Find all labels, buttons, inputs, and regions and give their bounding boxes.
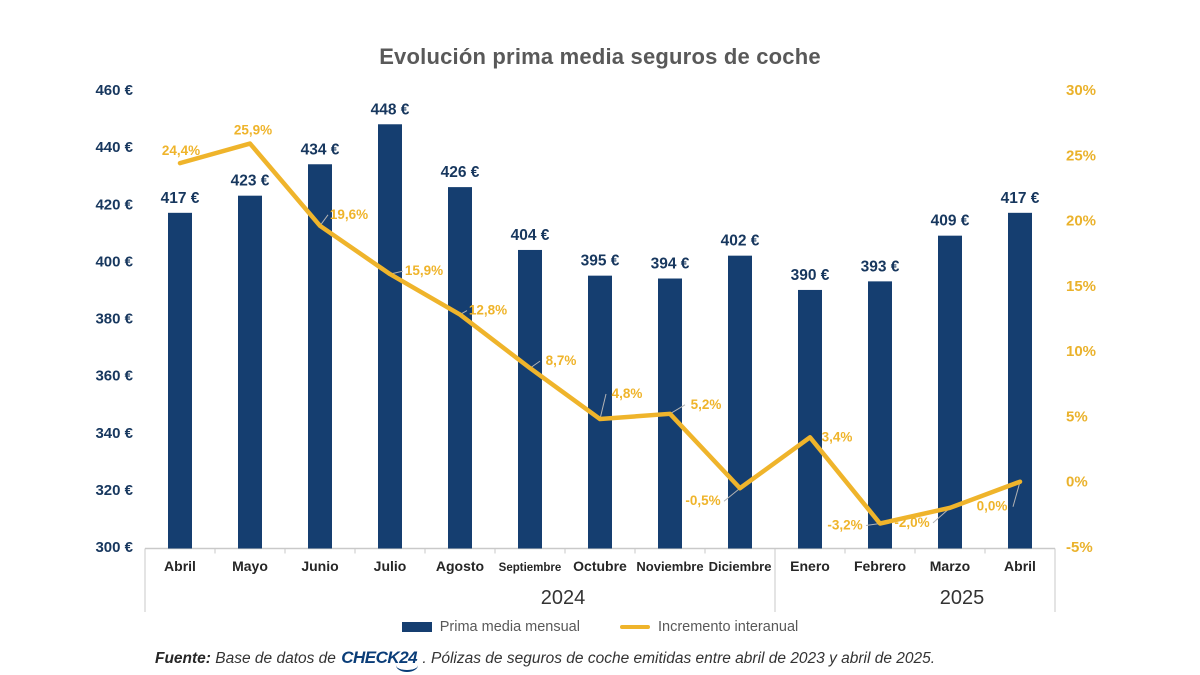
- left-axis-tick: 420 €: [95, 196, 133, 213]
- month-label: Mayo: [232, 558, 268, 574]
- left-axis-tick: 400 €: [95, 253, 133, 270]
- chart-plot-area: 460 € 440 € 420 € 400 € 380 € 360 € 340 € 320 €…: [95, 82, 1096, 612]
- bar-value-label: 423 €: [231, 173, 270, 190]
- bar-series-label: Prima media mensual: [439, 619, 580, 635]
- bar-value-label: 417 €: [161, 190, 200, 207]
- bar-value-label: 426 €: [441, 164, 480, 181]
- line-series-swatch: [619, 625, 650, 629]
- bar-value-label: 395 €: [581, 253, 620, 270]
- right-axis-tick: 30%: [1066, 82, 1096, 99]
- left-axis-tick: 320 €: [95, 482, 133, 499]
- bar-value-label: 417 €: [1001, 190, 1040, 207]
- left-axis-tick: 340 €: [95, 425, 133, 442]
- premium-bar: [378, 124, 402, 549]
- right-axis-tick: 20%: [1066, 213, 1096, 230]
- left-axis-tick: 380 €: [95, 311, 133, 328]
- premium-bar: [518, 249, 542, 549]
- month-label: Septiembre: [499, 562, 562, 574]
- line-value-label: 3,4%: [822, 429, 853, 444]
- legend-item-bar-series: Prima media mensual: [401, 619, 580, 635]
- line-value-label: 25,9%: [234, 123, 272, 138]
- right-axis-tick: -5%: [1066, 539, 1093, 556]
- bar-series-swatch: [401, 622, 432, 632]
- line-value-label: -0,5%: [685, 493, 720, 508]
- premium-bar: [448, 187, 472, 549]
- month-label: Abril: [1004, 558, 1036, 574]
- month-label: Diciembre: [709, 559, 772, 574]
- month-label: Febrero: [854, 558, 906, 574]
- year-label: 2025: [940, 587, 985, 609]
- bar-value-label: 409 €: [931, 213, 970, 230]
- bar-value-label: 448 €: [371, 101, 410, 118]
- bar-value-label: 434 €: [301, 141, 340, 158]
- yoy-increment-line: [177, 141, 1023, 526]
- line-value-label: 8,7%: [546, 353, 577, 368]
- month-label: Junio: [301, 558, 338, 574]
- source-text-2: . Pólizas de seguros de coche emitidas e…: [418, 650, 936, 667]
- line-value-label: 24,4%: [162, 143, 200, 158]
- line-value-label: 5,2%: [691, 397, 722, 412]
- chart-legend: Prima media mensual Incremento interanua…: [0, 619, 1200, 635]
- month-label: Agosto: [436, 558, 484, 574]
- premium-bar: [238, 195, 262, 549]
- bar-value-label: 393 €: [861, 258, 900, 275]
- bar-value-label: 404 €: [511, 227, 550, 244]
- source-text-1: Base de datos de: [210, 650, 341, 667]
- month-label: Enero: [790, 558, 830, 574]
- month-label: Noviembre: [636, 559, 703, 574]
- month-label: Octubre: [573, 558, 627, 574]
- line-value-label: 19,6%: [330, 207, 368, 222]
- left-axis-tick: 460 €: [95, 82, 133, 99]
- line-value-label: 15,9%: [405, 263, 443, 278]
- source-label: Fuente:: [155, 650, 211, 667]
- source-footnote: Fuente: Base de datos de CHECK24 . Póliz…: [155, 648, 1155, 672]
- bar-value-label: 394 €: [651, 256, 690, 273]
- right-axis-tick: 0%: [1066, 474, 1088, 491]
- premium-bar: [1008, 212, 1032, 549]
- premium-bar: [308, 164, 332, 549]
- month-label: Marzo: [930, 558, 970, 574]
- line-value-label: 0,0%: [977, 499, 1008, 514]
- label-leader-line: [723, 487, 741, 502]
- label-leader-line: [599, 393, 607, 420]
- year-label: 2024: [541, 587, 586, 609]
- right-axis-tick: 25%: [1066, 147, 1096, 164]
- premium-bar: [868, 281, 892, 549]
- left-axis-tick: 300 €: [95, 539, 133, 556]
- chart-title: Evolución prima media seguros de coche: [379, 44, 821, 69]
- label-leader-line: [1012, 481, 1021, 507]
- premium-bar: [728, 255, 752, 549]
- right-axis-tick: 5%: [1066, 408, 1088, 425]
- premium-bar: [938, 235, 962, 549]
- left-axis-tick: 360 €: [95, 368, 133, 385]
- premium-bar: [798, 289, 822, 549]
- check24-logo: CHECK24: [341, 648, 419, 672]
- line-series-label: Incremento interanual: [657, 619, 799, 635]
- premium-bar: [168, 212, 192, 549]
- bar-value-label: 402 €: [721, 233, 760, 250]
- left-axis-tick: 440 €: [95, 139, 133, 156]
- line-value-label: -3,2%: [827, 517, 862, 532]
- line-value-label: 4,8%: [612, 386, 643, 401]
- right-axis-tick: 10%: [1066, 343, 1096, 360]
- label-leader-line: [669, 404, 686, 415]
- bar-value-label: 390 €: [791, 267, 830, 284]
- legend-item-line-series: Incremento interanual: [619, 619, 799, 635]
- month-label: Abril: [164, 558, 196, 574]
- month-label: Julio: [374, 558, 407, 574]
- right-axis-tick: 15%: [1066, 278, 1096, 295]
- line-value-label: 12,8%: [469, 303, 507, 318]
